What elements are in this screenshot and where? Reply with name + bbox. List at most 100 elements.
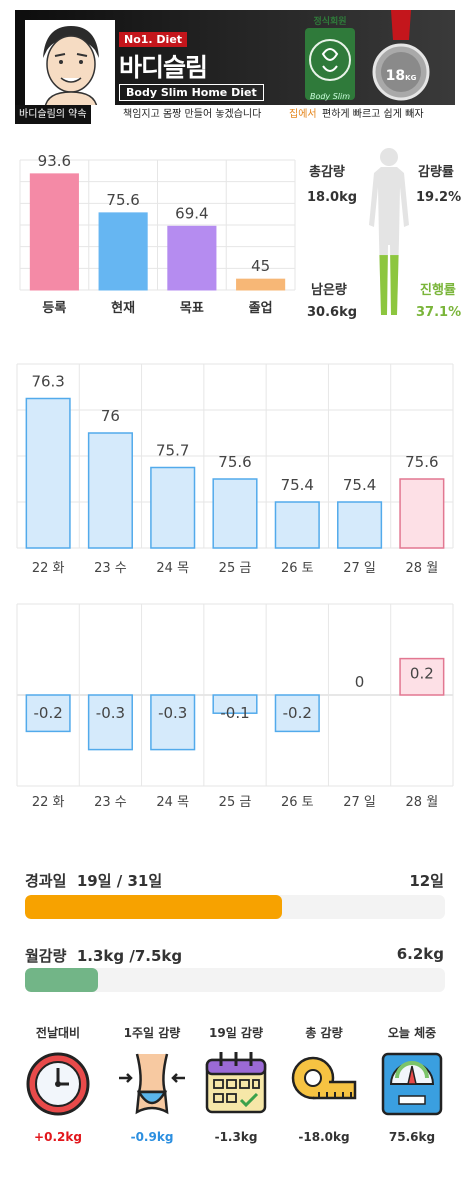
stat-total-loss: 총 감량 -18.0kg xyxy=(284,1024,364,1144)
stat-title: 전날대비 xyxy=(35,1026,81,1040)
total-loss-value: 18.0kg xyxy=(307,190,358,205)
data-label: 75.7 xyxy=(156,442,189,460)
data-label: 76 xyxy=(101,407,120,425)
remaining-value: 30.6kg xyxy=(307,305,358,320)
category-label: 23 수 xyxy=(94,561,127,576)
category-label: 26 토 xyxy=(281,561,314,576)
loss-rate-label: 감량률 xyxy=(418,165,454,180)
remaining-label: 남은량 xyxy=(311,283,347,298)
waist-icon xyxy=(119,1053,185,1115)
category-label: 22 화 xyxy=(32,795,65,810)
category-label: 24 목 xyxy=(156,795,189,810)
clock-icon xyxy=(26,1052,90,1116)
category-label: 25 금 xyxy=(219,795,252,810)
bar xyxy=(274,501,320,549)
monthly-remaining-value: 6.2kg xyxy=(396,945,444,963)
daily-weight-chart: 76.3 22 화 76 23 수 75.7 24 목 75.6 25 금 75.4 26 토 75… xyxy=(16,363,454,576)
monthly-loss-label: 월감량 1.3kg /7.5kg xyxy=(25,947,183,965)
daily-change-chart: -0.2 22 화 -0.3 23 수 -0.3 24 목 -0.1 25 금 -0.2 26 토… xyxy=(16,603,454,810)
medal-icon xyxy=(372,10,430,101)
category-label: 27 일 xyxy=(343,561,376,576)
bar xyxy=(25,397,71,549)
bar xyxy=(274,694,320,733)
data-label: 75.6 xyxy=(218,453,251,471)
category-label: 22 화 xyxy=(32,561,65,576)
data-label: 75.4 xyxy=(281,476,314,494)
stat-value: -18.0kg xyxy=(298,1130,350,1144)
data-label: 76.3 xyxy=(31,373,64,391)
seal-script: Body Slim xyxy=(309,92,351,101)
category-label: 24 목 xyxy=(156,561,189,576)
weight-summary-chart: 93.6 등록 75.6 현재 69.4 목표 45 졸업 xyxy=(19,152,296,316)
monthly-loss-value: 1.3kg /7.5kg xyxy=(76,947,183,965)
banner: No1. Diet 바디슬림 Body Slim Home Diet 정식회원 … xyxy=(15,10,455,124)
body-silhouette-icon xyxy=(369,148,409,315)
stat-title: 총 감량 xyxy=(305,1026,343,1040)
monthly-loss-progress-bar xyxy=(25,968,445,992)
data-label: 0 xyxy=(355,673,365,691)
elapsed-days-label: 경과일 19일 / 31일 xyxy=(25,872,163,890)
elapsed-days-fill xyxy=(25,895,283,919)
remaining-days-value: 12일 xyxy=(409,872,444,890)
stat-value: -1.3kg xyxy=(214,1130,258,1144)
bar xyxy=(212,478,258,549)
data-label: -0.2 xyxy=(283,704,312,722)
bar xyxy=(150,466,196,549)
scale-icon xyxy=(381,1052,443,1116)
data-label: -0.3 xyxy=(96,704,125,722)
data-label: -0.2 xyxy=(34,704,63,722)
bar xyxy=(236,278,286,291)
stat-value: +0.2kg xyxy=(34,1130,82,1144)
stat-title: 오늘 체중 xyxy=(387,1026,437,1040)
promise-highlight: 집에서 xyxy=(289,109,317,120)
stat-19day-loss: 19일 감량 -1.3kg xyxy=(196,1024,276,1144)
loss-rate-value: 19.2% xyxy=(416,190,462,205)
data-label: 75.4 xyxy=(343,476,376,494)
data-label: 75.6 xyxy=(405,453,438,471)
data-label: 45 xyxy=(251,257,270,275)
member-seal-icon xyxy=(305,28,355,100)
elapsed-days-value: 19일 / 31일 xyxy=(76,872,163,890)
promise-bar: 바디슬림의 약속 책임지고 몸짱 만들어 놓겠습니다 집에서 편하게 빠르고 쉽… xyxy=(15,105,455,124)
promise-label: 바디슬림의 약속 xyxy=(15,105,91,124)
bar xyxy=(150,694,196,751)
data-label: 75.6 xyxy=(106,191,139,209)
category-label: 23 수 xyxy=(94,795,127,810)
bar xyxy=(399,478,445,549)
promise-tail: 편하게 빠르고 쉽게 빼자 xyxy=(322,109,424,120)
stat-value: 75.6kg xyxy=(388,1130,436,1144)
category-label: 목표 xyxy=(180,301,204,316)
stat-title: 1주일 감량 xyxy=(123,1026,181,1040)
category-label: 등록 xyxy=(42,301,66,316)
brand-subtitle: Body Slim Home Diet xyxy=(119,84,264,101)
promise-text: 책임지고 몸짱 만들어 놓겠습니다 xyxy=(123,109,262,120)
calendar-icon xyxy=(205,1052,267,1114)
data-label: -0.1 xyxy=(220,704,249,722)
category-label: 28 월 xyxy=(406,795,439,810)
bar xyxy=(87,694,133,751)
stat-title: 19일 감량 xyxy=(209,1026,263,1040)
medal-value: 18KG xyxy=(385,68,417,84)
progress-rate-label: 진행률 xyxy=(420,283,456,298)
category-label: 26 토 xyxy=(281,795,314,810)
bar xyxy=(25,694,71,733)
tape-measure-icon xyxy=(291,1056,357,1100)
stat-value: -0.9kg xyxy=(130,1130,174,1144)
data-label: 0.2 xyxy=(410,665,434,683)
bar xyxy=(212,694,258,714)
category-label: 25 금 xyxy=(219,561,252,576)
monthly-loss-fill xyxy=(25,968,98,992)
category-label: 28 월 xyxy=(406,561,439,576)
category-label: 졸업 xyxy=(249,301,273,316)
bar xyxy=(337,501,383,549)
stat-week-loss: 1주일 감량 -0.9kg xyxy=(112,1024,192,1144)
stat-prev-day: 전날대비 +0.2kg xyxy=(18,1024,98,1144)
data-label: 93.6 xyxy=(38,152,71,170)
no1-diet-badge: No1. Diet xyxy=(119,32,188,47)
elapsed-days-progress-bar xyxy=(25,895,445,919)
bar xyxy=(98,212,148,291)
seal-label: 정식회원 xyxy=(313,17,347,27)
category-label: 27 일 xyxy=(343,795,376,810)
data-label: 69.4 xyxy=(175,204,208,222)
bar xyxy=(399,657,445,696)
